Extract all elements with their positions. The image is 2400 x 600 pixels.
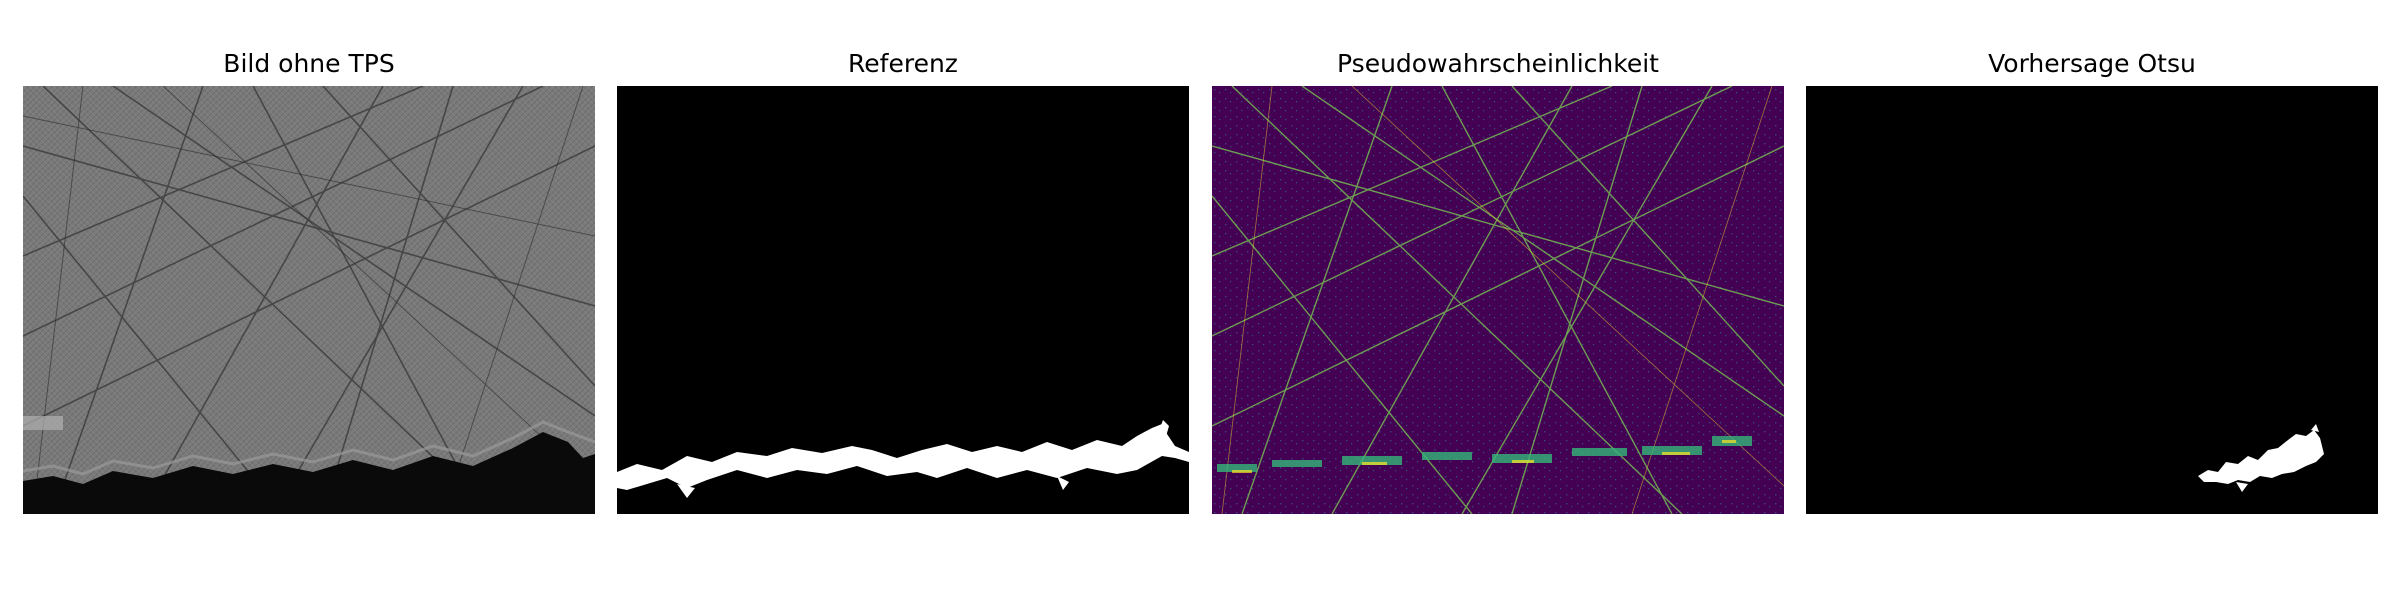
reference-mask (617, 86, 1189, 514)
panel-title-pseudo-probability: Pseudowahrscheinlichkeit (1337, 49, 1659, 78)
image-without-tps (23, 86, 595, 514)
panel-title-reference: Referenz (848, 49, 958, 78)
panel-title-otsu-prediction: Vorhersage Otsu (1988, 49, 2196, 78)
otsu-prediction-mask (1806, 86, 2378, 514)
pseudo-probability-map (1212, 86, 1784, 514)
panel-title-image: Bild ohne TPS (223, 49, 395, 78)
